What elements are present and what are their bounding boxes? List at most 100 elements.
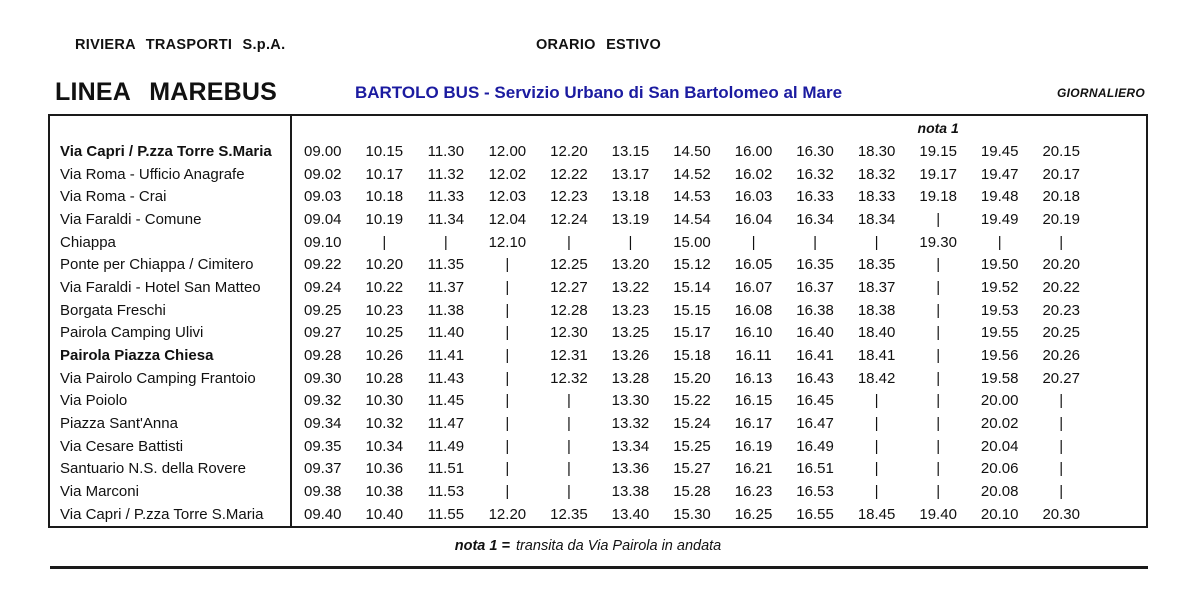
skip-marker: | — [505, 256, 510, 274]
time-cell: 12.22 — [550, 165, 588, 183]
time-cell: 18.40 — [857, 324, 896, 342]
time-cell: 15.00 — [673, 233, 711, 251]
skip-marker: | — [382, 233, 387, 251]
time-cell: 11.41 — [427, 347, 465, 365]
time-cell: 10.17 — [365, 165, 404, 183]
table-row: Chiappa 09.10 | | 12.10 | | 15.00 | | | 19.30 | | — [50, 230, 1146, 254]
time-cell: 11.45 — [427, 392, 465, 410]
time-cell: 10.25 — [365, 324, 404, 342]
time-cell: 10.19 — [365, 210, 404, 228]
skip-marker: | — [566, 392, 571, 410]
skip-marker: | — [936, 369, 941, 387]
table-row: Via Capri / P.zza Torre S.Maria 09.00 10.1… — [50, 140, 1146, 163]
time-cell: 12.20 — [550, 142, 588, 160]
time-cell: 14.52 — [673, 165, 711, 183]
time-cell: 13.40 — [611, 505, 650, 523]
skip-marker: | — [566, 233, 571, 251]
time-cell: 19.52 — [980, 278, 1019, 296]
time-cell: 15.17 — [673, 324, 711, 342]
stop-name: Santuario N.S. della Rovere — [50, 457, 292, 481]
time-cell: 13.15 — [611, 142, 650, 160]
time-cell: 16.13 — [734, 369, 773, 387]
time-cell: 14.50 — [673, 142, 711, 160]
time-cell: 16.21 — [734, 460, 773, 478]
skip-marker: | — [505, 415, 510, 433]
footnote: nota 1 = transita da Via Pairola in andat… — [48, 538, 1128, 554]
time-cell: 16.32 — [796, 165, 834, 183]
times-row: 09.00 10.15 11.30 12.00 12.20 13.15 14.50 16.00… — [292, 143, 1092, 160]
time-cell: 13.22 — [611, 278, 650, 296]
time-cell: 18.34 — [857, 210, 896, 228]
skip-marker: | — [936, 483, 941, 501]
table-row: Via Roma - Ufficio Anagrafe 09.02 10.17 11.… — [50, 162, 1146, 186]
time-cell: 13.30 — [611, 392, 650, 410]
time-cell: 16.04 — [734, 210, 773, 228]
time-cell: 16.02 — [734, 165, 773, 183]
time-cell: 18.33 — [857, 188, 896, 206]
skip-marker: | — [566, 437, 571, 455]
note-header-row: nota 1 — [50, 116, 1146, 140]
time-cell: 20.23 — [1042, 301, 1080, 319]
time-cell: 19.47 — [980, 165, 1019, 183]
time-cell: 13.26 — [611, 347, 650, 365]
time-cell: 19.30 — [919, 233, 957, 251]
table-row: Piazza Sant'Anna 09.34 10.32 11.47 | | 13.32 15… — [50, 412, 1146, 435]
time-cell: 20.04 — [980, 437, 1019, 455]
time-cell: 09.34 — [303, 415, 342, 433]
time-cell: 11.37 — [427, 278, 465, 296]
time-cell: 11.34 — [427, 210, 465, 228]
skip-marker: | — [936, 392, 941, 410]
time-cell: 12.00 — [488, 142, 527, 160]
table-row: Ponte per Chiappa / Cimitero 09.22 10.20 11… — [50, 253, 1146, 277]
time-cell: 16.51 — [796, 460, 834, 478]
time-cell: 16.37 — [796, 278, 834, 296]
time-cell: 16.10 — [734, 324, 773, 342]
time-cell: 16.55 — [796, 505, 834, 523]
time-cell: 16.40 — [796, 324, 834, 342]
time-cell: 18.32 — [857, 165, 896, 183]
table-row: Pairola Piazza Chiesa 09.28 10.26 11.41 | 12.… — [50, 344, 1146, 367]
times-row: 09.34 10.32 11.47 | | 13.32 15.24 16.17 16.47 | | 2… — [292, 415, 1092, 432]
time-cell: 16.19 — [734, 437, 773, 455]
time-cell: 13.32 — [611, 415, 650, 433]
table-row: Via Roma - Crai 09.03 10.18 11.33 12.03 12.23… — [50, 185, 1146, 209]
time-cell: 19.18 — [919, 188, 957, 206]
time-cell: 12.02 — [488, 165, 527, 183]
time-cell: 10.34 — [365, 437, 404, 455]
time-cell: 18.35 — [857, 256, 896, 274]
times-row: 09.10 | | 12.10 | | 15.00 | | | 19.30 | | — [292, 234, 1092, 251]
time-cell: 16.17 — [734, 415, 773, 433]
time-cell: 10.20 — [365, 256, 404, 274]
time-cell: 11.33 — [427, 188, 465, 206]
skip-marker: | — [1059, 460, 1064, 478]
times-row: 09.30 10.28 11.43 | 12.32 13.28 15.20 16.13 16.4… — [292, 370, 1092, 387]
skip-marker: | — [1059, 437, 1064, 455]
time-cell: 10.23 — [365, 301, 404, 319]
time-cell: 18.41 — [857, 347, 896, 365]
time-cell: 18.37 — [857, 278, 896, 296]
time-cell: 15.22 — [673, 392, 711, 410]
time-cell: 12.20 — [488, 505, 527, 523]
time-cell: 12.24 — [550, 210, 588, 228]
skip-marker: | — [874, 415, 879, 433]
time-cell: 09.25 — [303, 301, 342, 319]
time-cell: 16.38 — [796, 301, 834, 319]
time-cell: 13.19 — [611, 210, 650, 228]
time-cell: 11.53 — [427, 483, 465, 501]
time-cell: 12.10 — [488, 233, 527, 251]
table-row: Borgata Freschi 09.25 10.23 11.38 | 12.28 13.2… — [50, 298, 1146, 322]
skip-marker: | — [505, 324, 510, 342]
time-cell: 20.27 — [1042, 369, 1080, 387]
time-cell: 09.22 — [303, 256, 342, 274]
skip-marker: | — [1059, 233, 1064, 251]
time-cell: 20.02 — [980, 415, 1019, 433]
time-cell: 18.45 — [857, 505, 896, 523]
note-header: nota 1 — [917, 120, 959, 136]
time-cell: 12.25 — [550, 256, 588, 274]
time-cell: 11.55 — [427, 505, 465, 523]
time-cell: 20.25 — [1042, 324, 1080, 342]
skip-marker: | — [628, 233, 633, 251]
skip-marker: | — [566, 483, 571, 501]
time-cell: 16.53 — [796, 483, 834, 501]
footnote-text: transita da Via Pairola in andata — [515, 538, 722, 554]
